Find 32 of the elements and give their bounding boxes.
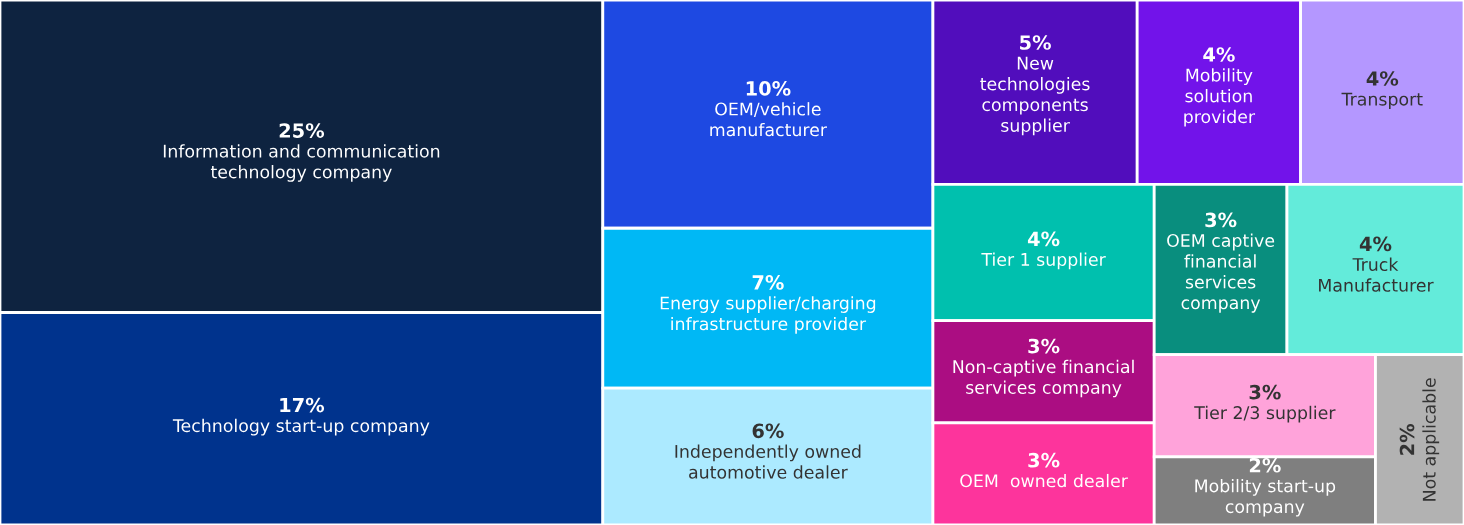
category-label: OEM captive financial services company: [1167, 233, 1275, 313]
data-label: 6%: [752, 423, 784, 439]
data-label: 3%: [1249, 384, 1281, 400]
data-label: 4%: [1203, 47, 1235, 62]
category-label: Mobility solution provider: [1184, 68, 1256, 127]
data-label: 5%: [1020, 35, 1051, 50]
data-label: 10%: [746, 81, 791, 96]
category-label: Technology start-up company: [172, 418, 430, 436]
data-label: 2%: [1249, 457, 1281, 473]
data-label: 17%: [280, 397, 325, 413]
data-label: 2%: [1399, 423, 1415, 455]
category-label: OEM/vehicle manufacturer: [710, 102, 827, 137]
category-label: Non-captive financial services company: [953, 359, 1134, 398]
category-label: Energy supplier/charging infrastructure provider: [660, 296, 876, 334]
category-label: Tier 1 supplier: [981, 252, 1106, 270]
category-label: Tier 2/3 supplier: [1194, 405, 1336, 423]
data-label: 3%: [1205, 212, 1237, 228]
category-label: Information and communication technology company: [163, 144, 440, 182]
data-label: 4%: [1359, 236, 1392, 252]
category-label: OEM owned dealer: [960, 473, 1128, 488]
category-label: Independently owned automotive dealer: [675, 444, 861, 479]
data-label: 7%: [752, 275, 784, 290]
category-label: Transport: [1341, 92, 1423, 110]
data-label: 4%: [1027, 231, 1060, 247]
data-label: 3%: [1028, 452, 1060, 468]
data-label: 3%: [1028, 338, 1060, 354]
category-label: Not applicable: [1422, 378, 1440, 501]
category-label: Truck Manufacturer: [1319, 257, 1434, 292]
data-label: 25%: [279, 123, 325, 138]
category-label: Mobility start-up company: [1195, 478, 1336, 517]
category-label: New technologies components supplier: [980, 56, 1090, 136]
data-label: 4%: [1366, 71, 1399, 86]
